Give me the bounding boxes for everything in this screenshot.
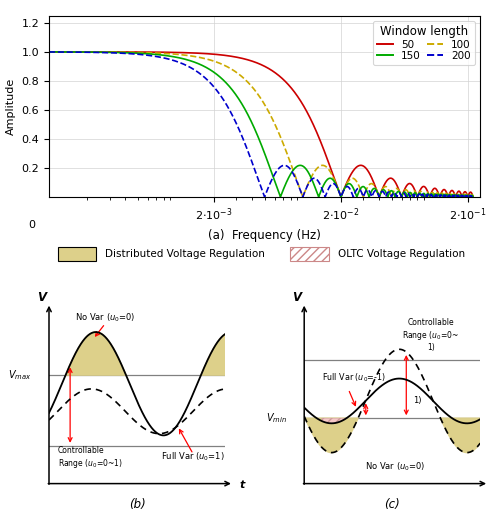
Text: Controllable
Range ($u_0$=0~1): Controllable Range ($u_0$=0~1) (58, 446, 123, 470)
Text: 1): 1) (414, 396, 422, 405)
Text: $V_{min}$: $V_{min}$ (266, 411, 287, 425)
Text: Full Var ($u_0$=1): Full Var ($u_0$=1) (161, 450, 225, 463)
Text: $V_{max}$: $V_{max}$ (8, 368, 31, 382)
Text: V: V (37, 291, 47, 304)
Text: No Var ($u_0$=0): No Var ($u_0$=0) (366, 461, 426, 473)
Legend: 50, 150, 100, 200: 50, 150, 100, 200 (373, 21, 475, 66)
X-axis label: (a)  Frequency (Hz): (a) Frequency (Hz) (208, 229, 321, 242)
Text: (c): (c) (384, 498, 400, 511)
Bar (291, 247, 329, 261)
Text: OLTC Voltage Regulation: OLTC Voltage Regulation (338, 249, 465, 259)
Text: t: t (239, 480, 245, 490)
Bar (58, 247, 97, 261)
Text: Full Var ($u_0$=-1): Full Var ($u_0$=-1) (322, 371, 386, 384)
Text: V: V (293, 291, 302, 304)
Y-axis label: Amplitude: Amplitude (6, 77, 16, 135)
Text: 0: 0 (28, 220, 35, 230)
Text: Controllable
Range ($u_0$=0~
1): Controllable Range ($u_0$=0~ 1) (402, 318, 460, 353)
Text: Distributed Voltage Regulation: Distributed Voltage Regulation (105, 249, 265, 259)
Text: (b): (b) (128, 498, 146, 511)
Text: No Var ($u_0$=0): No Var ($u_0$=0) (75, 311, 136, 323)
